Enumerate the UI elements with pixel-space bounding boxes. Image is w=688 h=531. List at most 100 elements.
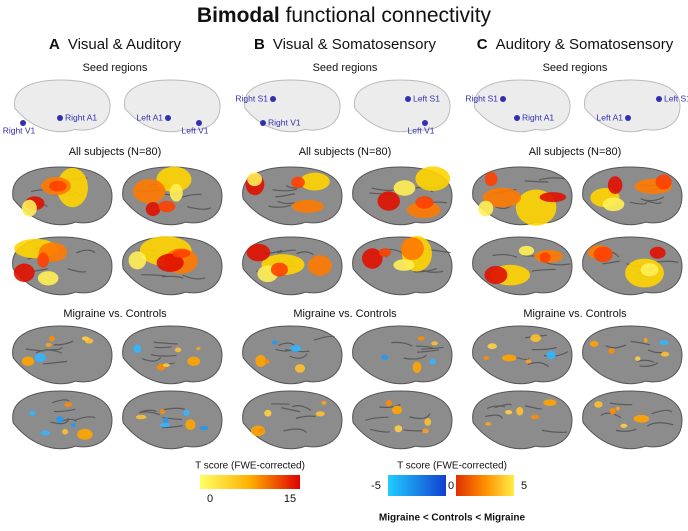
sulcus: [640, 196, 665, 202]
seed-label: Left S1: [664, 93, 688, 103]
activation: [607, 176, 623, 195]
sulcus: [527, 361, 549, 368]
sulcus: [646, 422, 674, 427]
title-rest: functional connectivity: [280, 4, 492, 27]
brain: [242, 325, 343, 385]
sulcus: [391, 341, 413, 347]
brain: [352, 325, 453, 385]
brain-surface: [242, 325, 343, 385]
brain: [352, 166, 453, 226]
activation: [49, 335, 55, 342]
seed-dot: [422, 120, 428, 126]
sulcus: [538, 177, 565, 181]
sulcus: [486, 405, 506, 409]
brain: [582, 325, 683, 385]
brain: [12, 236, 113, 296]
brain: [582, 236, 683, 296]
activation: [145, 202, 161, 217]
activation: [429, 358, 437, 365]
section-label: Seed regions: [543, 62, 608, 74]
activation: [187, 356, 201, 366]
seed-dot: [405, 96, 411, 102]
activation: [37, 271, 59, 286]
activation: [185, 419, 196, 431]
brain: [242, 390, 343, 450]
brain-surface: [242, 390, 343, 450]
activation: [407, 201, 441, 219]
sulcus: [639, 362, 659, 368]
brain: [352, 235, 453, 296]
colorbar-max: 5: [521, 480, 527, 492]
activation: [602, 197, 625, 212]
sulcus: [268, 204, 292, 208]
sulcus: [654, 260, 679, 264]
activation: [156, 253, 184, 272]
brain: [582, 166, 683, 226]
activation: [169, 183, 183, 202]
seed-dot: [165, 115, 171, 121]
activation: [485, 422, 492, 426]
panel-title: Visual & Auditory: [68, 36, 182, 53]
sulcus: [42, 360, 68, 365]
sulcus: [162, 407, 185, 411]
brain-surface: [582, 325, 683, 385]
activation: [643, 337, 648, 343]
brain: [122, 236, 223, 296]
activation: [62, 428, 69, 435]
sulcus: [414, 268, 438, 273]
seed-label: Right A1: [522, 112, 554, 122]
activation: [385, 399, 392, 407]
sulcus: [162, 424, 183, 429]
colorbar-title: T score (FWE-corrected): [195, 461, 305, 472]
activation: [160, 409, 165, 415]
brain: [122, 166, 223, 226]
brain: [12, 166, 113, 226]
activation: [21, 199, 37, 217]
activation: [516, 406, 524, 416]
brain-surface: [354, 79, 451, 133]
sulcus: [53, 340, 74, 346]
sulcus: [150, 353, 177, 357]
activation: [156, 166, 192, 193]
sulcus: [182, 274, 206, 280]
activation: [620, 423, 628, 428]
section-label: All subjects (N=80): [299, 146, 392, 158]
activation: [400, 237, 424, 261]
brain: [242, 166, 343, 226]
seed-dot: [514, 115, 520, 121]
sulcus: [53, 408, 76, 413]
sulcus: [636, 359, 655, 363]
brain: [472, 236, 573, 296]
activation: [315, 411, 325, 417]
activation: [162, 363, 170, 367]
panel-header: B Visual & Somatosensory: [254, 36, 436, 53]
section-label: Migraine vs. Controls: [293, 308, 397, 320]
seed-dot: [260, 120, 266, 126]
activation: [593, 246, 613, 263]
brain: [354, 79, 451, 133]
brain-surface: [122, 390, 223, 450]
brain: [122, 390, 223, 450]
activation: [393, 259, 415, 271]
seed-label: Left A1: [597, 112, 624, 122]
colorbar-min: 0: [207, 493, 213, 505]
activation: [40, 430, 51, 436]
activation: [45, 343, 52, 347]
activation: [594, 401, 603, 408]
panel-letter: C: [477, 36, 488, 53]
brain: [12, 390, 113, 450]
activation: [505, 410, 513, 415]
section-label: Migraine vs. Controls: [523, 308, 627, 320]
activation: [34, 353, 46, 363]
activation: [77, 428, 93, 440]
panel-header: C Auditory & Somatosensory: [477, 36, 674, 53]
activation: [530, 334, 542, 342]
panel-header: A Visual & Auditory: [49, 36, 181, 53]
activation: [478, 200, 494, 217]
sulcus: [643, 199, 662, 204]
seed-dot: [500, 96, 506, 102]
activation: [380, 354, 389, 360]
activation: [422, 428, 429, 434]
activation: [640, 263, 659, 277]
